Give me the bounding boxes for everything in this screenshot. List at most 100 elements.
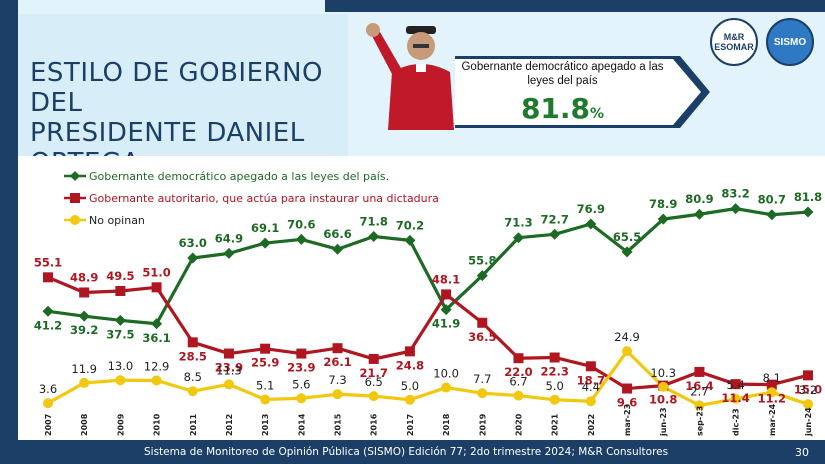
footer-source: Sistema de Monitoreo de Opinión Pública … [144,446,669,458]
point-0-10 [404,234,416,246]
x-tick-label-19: dic-23 [732,408,741,436]
point-2-6 [260,394,271,405]
point-1-6 [260,343,271,354]
page-number: 30 [795,446,809,459]
point-1-4 [187,337,198,348]
data-label-0-14: 72.7 [540,212,568,226]
point-0-5 [223,247,235,259]
header-accent-bar [325,0,825,12]
point-1-14 [549,352,560,363]
banner-number: 81.8 [520,92,591,125]
x-tick-label-15: 2022 [587,414,596,436]
data-label-0-7: 70.6 [287,217,315,231]
x-tick-label-20: mar-24 [768,403,777,436]
data-label-1-20: 11.2 [758,392,786,406]
point-0-4 [187,252,199,264]
point-2-5 [223,379,234,390]
data-label-0-0: 41.2 [34,318,62,332]
point-0-14 [549,228,561,240]
legend-marker-green [64,171,86,181]
data-label-2-0: 3.6 [39,382,57,396]
data-label-1-1: 48.9 [70,270,98,284]
legend-label-authoritarian: Gobernante autoritario, que actúa para i… [89,191,439,205]
point-2-2 [115,375,126,386]
data-label-0-12: 55.8 [468,254,496,268]
data-label-0-18: 80.9 [685,192,713,206]
point-1-18 [694,366,705,377]
point-2-11 [441,382,452,393]
x-tick-label-11: 2018 [442,413,451,436]
point-0-3 [151,318,163,330]
data-label-0-1: 39.2 [70,323,98,337]
title-panel [18,14,348,156]
point-2-8 [332,389,343,400]
x-tick-label-5: 2012 [225,414,234,436]
logo1-line1: M&R [723,32,745,42]
legend-label-no-opinion: No opinan [89,213,145,227]
point-0-8 [332,243,344,255]
data-label-0-2: 37.5 [106,327,134,341]
data-label-2-4: 8.5 [184,370,202,384]
line-chart: 41.2 39.2 37.5 36.1 63.0 64.9 69.1 70.6 66.6 71.8… [34,187,822,437]
point-0-16 [621,246,633,258]
data-label-2-19: 5.4 [726,378,744,392]
data-label-1-8: 26.1 [323,355,351,369]
point-0-18 [693,208,705,220]
data-label-2-8: 7.3 [328,373,346,387]
data-label-1-12: 36.5 [468,330,496,344]
point-2-19 [730,393,741,404]
data-label-1-3: 51.0 [142,265,170,279]
point-1-7 [296,348,307,359]
data-label-2-2: 13.0 [108,359,134,373]
point-0-13 [512,232,524,244]
point-2-20 [766,387,777,398]
mr-esomar-logo: M&R ESOMAR [710,18,758,66]
banner-value: 81.8% [455,92,670,125]
data-label-1-9: 21.7 [360,366,388,380]
data-label-2-12: 7.7 [473,372,491,386]
data-label-0-17: 78.9 [649,197,677,211]
data-label-2-11: 10.0 [433,367,459,381]
point-0-19 [730,203,742,215]
data-label-0-8: 66.6 [323,227,351,241]
chart-legend: Gobernante democrático apegado a las ley… [64,165,439,231]
data-label-0-20: 80.7 [758,193,786,207]
x-tick-label-4: 2011 [189,413,198,436]
data-label-0-13: 71.3 [504,216,532,230]
data-label-1-7: 23.9 [287,361,315,375]
point-1-8 [332,343,343,354]
data-label-0-9: 71.8 [360,214,388,228]
point-0-6 [259,237,271,249]
x-tick-label-8: 2015 [334,413,343,436]
data-label-0-10: 70.2 [396,218,424,232]
logo1-line2: ESOMAR [714,42,754,52]
data-label-1-2: 49.5 [106,269,134,283]
data-label-2-10: 5.0 [401,379,419,393]
series-line-1 [47,275,809,391]
data-label-1-4: 28.5 [179,349,207,363]
data-label-1-17: 10.8 [649,393,677,407]
x-tick-label-6: 2013 [261,414,270,436]
point-0-17 [657,213,669,225]
point-1-3 [151,282,162,293]
point-1-1 [79,287,90,298]
point-2-21 [803,399,813,410]
series-line-0 [47,207,809,326]
president-photo [358,12,468,130]
point-2-9 [368,391,379,402]
data-label-2-1: 11.9 [71,362,97,376]
point-1-15 [585,361,596,372]
point-2-14 [549,394,560,405]
x-tick-label-7: 2014 [297,413,306,436]
data-label-1-19: 11.4 [721,391,749,405]
data-label-2-5: 11.3 [216,363,242,377]
data-label-1-18: 16.4 [685,379,713,393]
point-1-11 [441,289,452,300]
data-label-1-0: 55.1 [34,255,62,269]
point-0-11 [440,304,452,316]
point-1-12 [477,317,488,328]
data-label-2-7: 5.6 [292,377,310,391]
x-tick-label-13: 2020 [514,413,523,436]
banner-unit: % [590,106,605,122]
point-2-4 [187,386,198,397]
